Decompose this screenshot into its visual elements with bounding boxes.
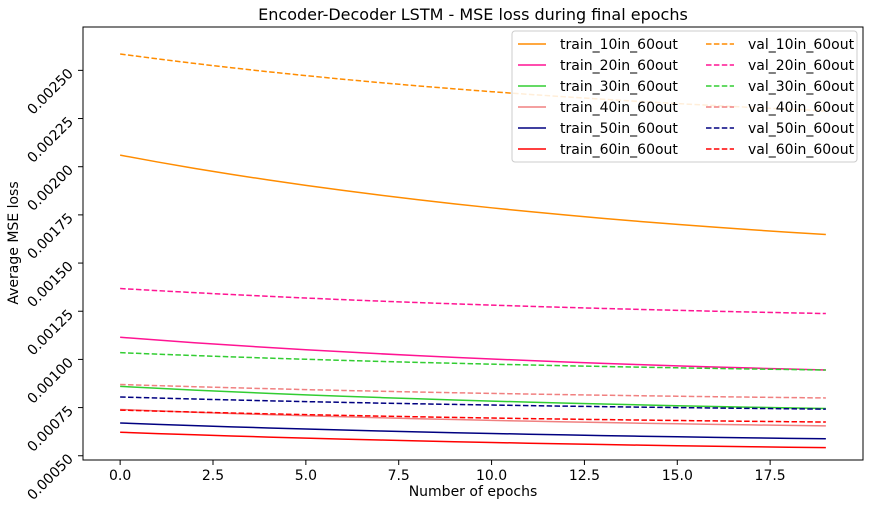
legend-frame [511, 30, 858, 163]
series-line-train-20in-60out [120, 336, 826, 371]
series-line-train-60in-60out [120, 431, 826, 449]
legend-label: val_20in_60out [748, 58, 855, 74]
series-line-train-50in-60out [120, 422, 826, 440]
series-line-val-20in-60out [120, 287, 826, 315]
series-line-val-60in-60out [120, 409, 826, 423]
series-line-train-40in-60out [120, 408, 826, 427]
legend-label: val_10in_60out [748, 37, 855, 53]
y-axis-label: Average MSE loss [6, 181, 22, 304]
plot-frame [82, 26, 864, 461]
series-line-val-40in-60out [120, 383, 826, 399]
series-line-val-10in-60out [120, 53, 826, 112]
legend-label: train_60in_60out [560, 142, 678, 158]
legend-label: val_30in_60out [748, 79, 855, 95]
legend-label: train_40in_60out [560, 100, 678, 116]
legend-label: train_10in_60out [560, 37, 678, 53]
x-tick-label: 10.0 [476, 468, 507, 484]
y-tick-label: 0.00200 [25, 162, 77, 214]
legend-label: val_60in_60out [748, 142, 855, 158]
series-line-val-30in-60out [120, 351, 826, 371]
y-tick-label: 0.00225 [25, 114, 77, 166]
series-line-train-30in-60out [120, 385, 826, 410]
legend-label: train_20in_60out [560, 58, 678, 74]
x-tick-label: 7.5 [388, 468, 410, 484]
x-tick-label: 12.5 [569, 468, 600, 484]
x-axis-label: Number of epochs [409, 484, 538, 500]
y-tick-label: 0.00050 [25, 451, 77, 503]
x-tick-label: 17.5 [755, 468, 786, 484]
y-tick-label: 0.00150 [25, 259, 77, 311]
x-tick-label: 15.0 [662, 468, 693, 484]
x-tick-label: 0.0 [109, 468, 131, 484]
x-tick-label: 2.5 [202, 468, 224, 484]
legend-label: val_50in_60out [748, 121, 855, 137]
y-tick-label: 0.00125 [25, 307, 77, 359]
y-tick-label: 0.00100 [25, 355, 77, 407]
legend-label: train_50in_60out [560, 121, 678, 137]
x-tick-label: 5.0 [295, 468, 317, 484]
y-tick-label: 0.00075 [25, 403, 77, 455]
legend-label: train_30in_60out [560, 79, 678, 95]
series-line-train-10in-60out [120, 154, 826, 236]
legend: train_10in_60out train_20in_60out train_30… [511, 30, 858, 163]
series-line-val-50in-60out [120, 396, 826, 410]
legend-label: val_40in_60out [748, 100, 855, 116]
chart-title: Encoder-Decoder LSTM - MSE loss during f… [258, 5, 688, 24]
y-tick-label: 0.00250 [25, 66, 77, 118]
y-tick-label: 0.00175 [25, 210, 77, 262]
